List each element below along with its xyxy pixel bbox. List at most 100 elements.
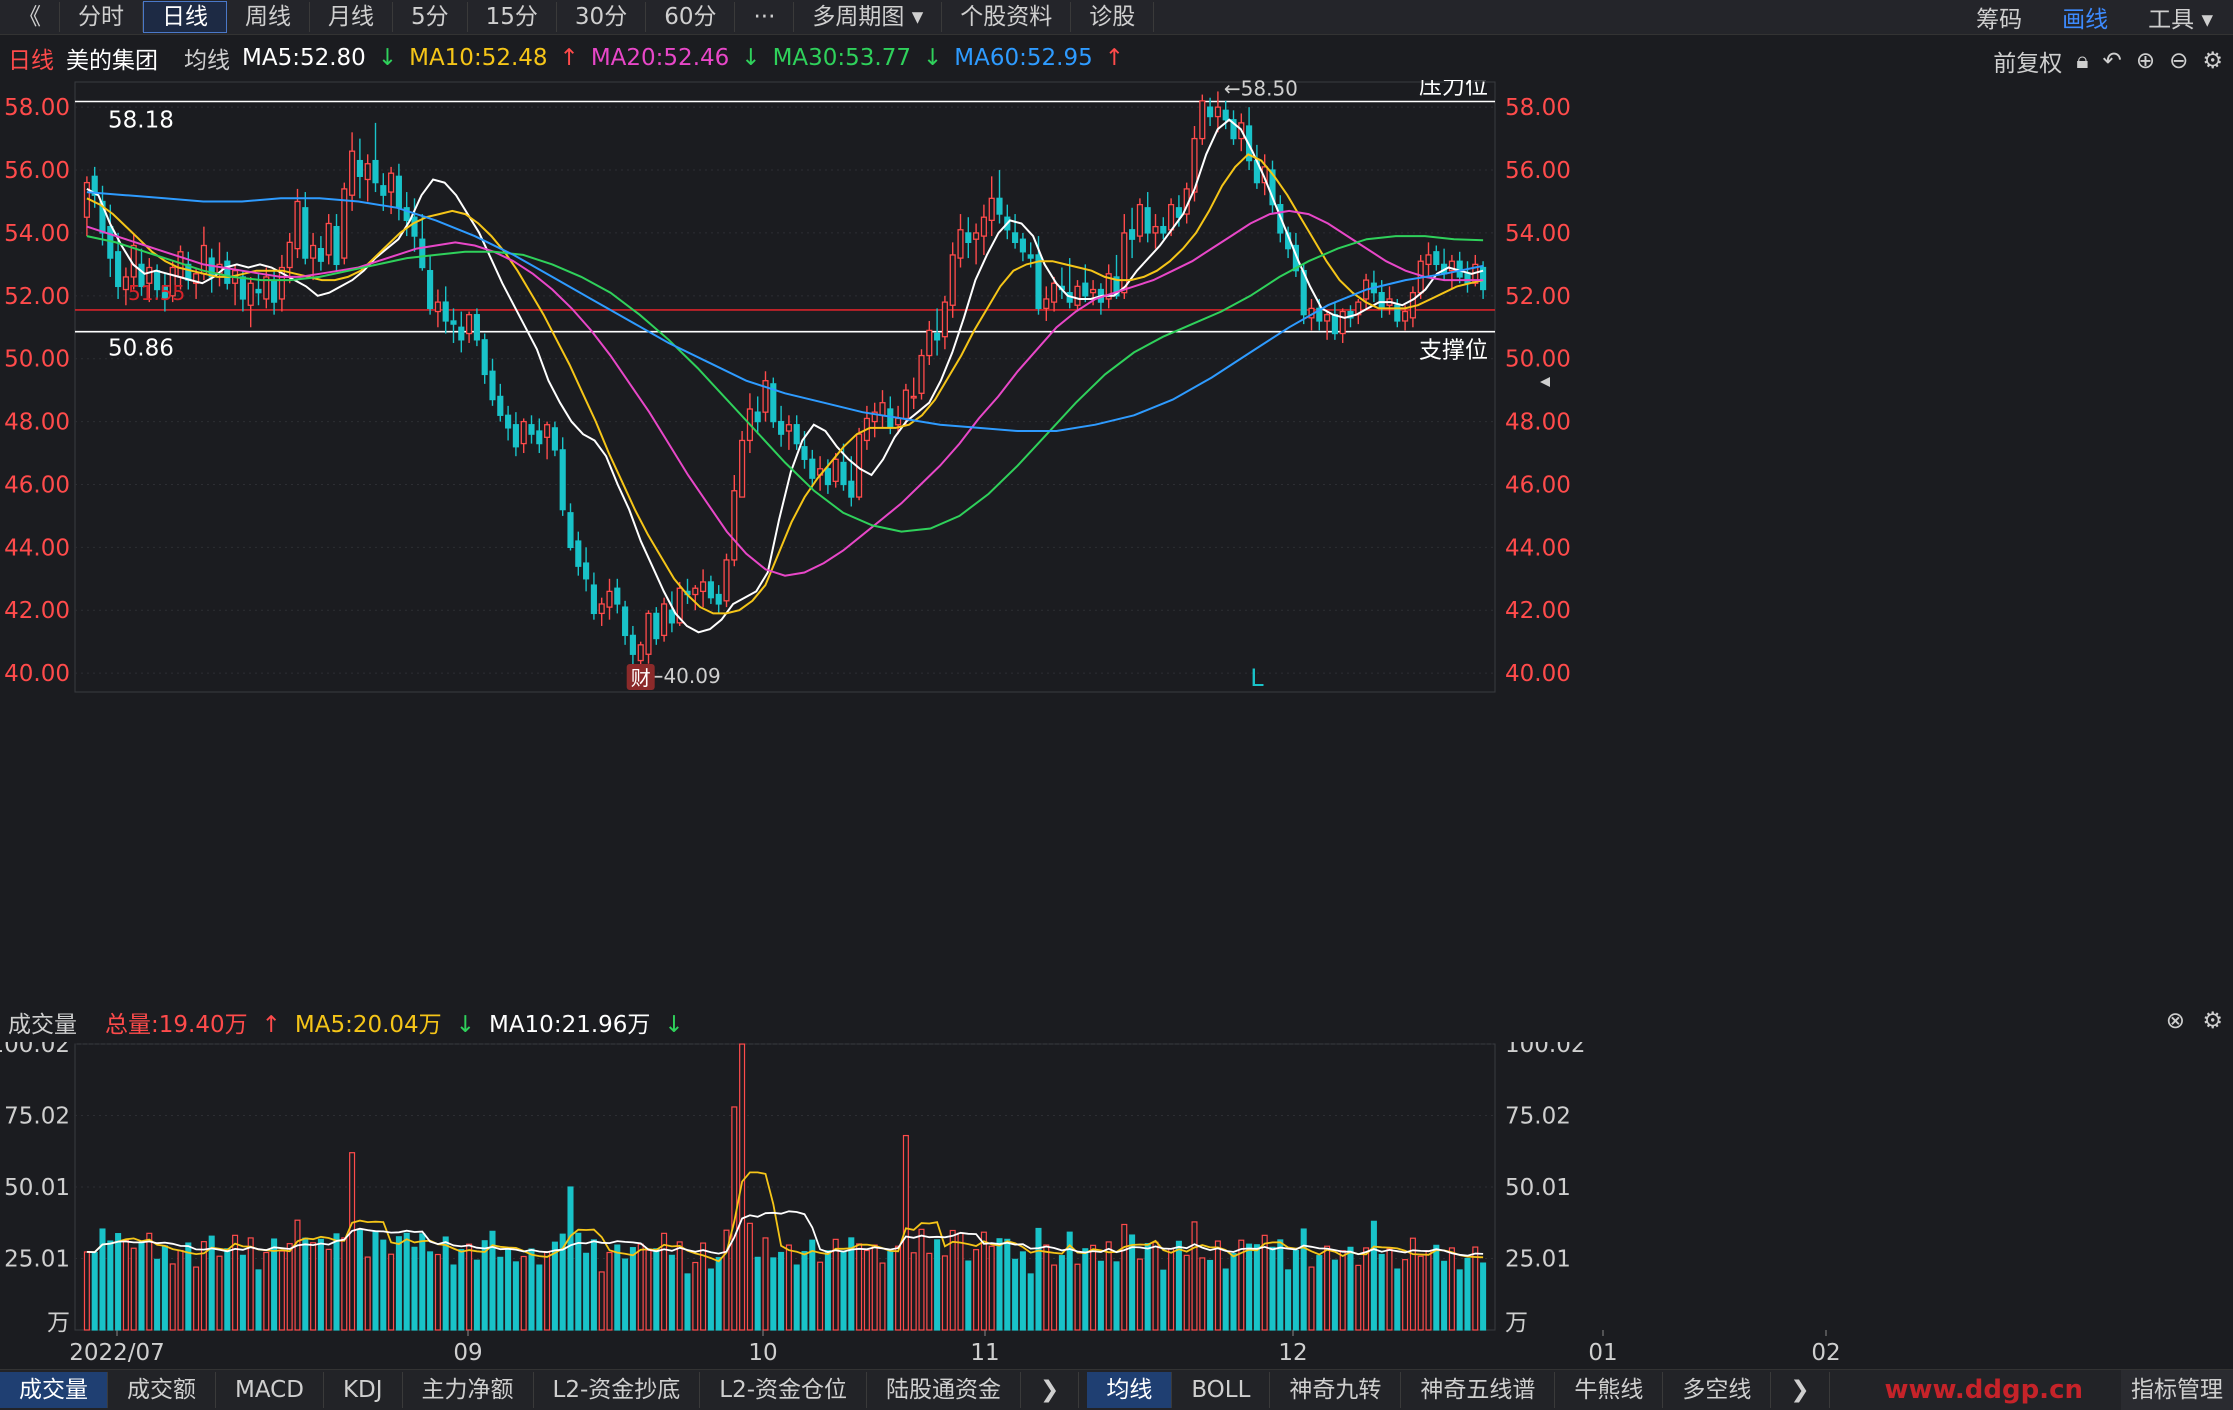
volume-y-tick-left: 25.01 — [4, 1246, 70, 1272]
candle-body — [1316, 307, 1323, 322]
adjust-label[interactable]: 前复权 — [1993, 51, 2063, 77]
tab-8[interactable]: ··· — [735, 2, 795, 32]
candle-body — [996, 197, 1003, 215]
undo-icon[interactable]: ↶ — [2102, 48, 2122, 74]
tab-4[interactable]: 5分 — [393, 2, 468, 32]
ma-line-ma20 — [86, 209, 1484, 577]
volume-bar — [614, 1244, 621, 1331]
volume-chart[interactable]: 100.02 100.02 75.02 75.02 50.01 50.01 25.01 25.… — [0, 1042, 2233, 1367]
volume-bar — [200, 1241, 207, 1331]
overlay-tab-5[interactable]: 多空线 — [1663, 1372, 1772, 1408]
gear-icon[interactable]: ⚙ — [2202, 48, 2223, 74]
zoom-out-icon[interactable]: ⊖ — [2169, 48, 2189, 74]
volume-bar — [1074, 1263, 1081, 1331]
volume-bar — [450, 1264, 457, 1331]
volume-bar — [395, 1236, 402, 1331]
volume-ma10-line — [86, 1210, 1484, 1257]
volume-bar — [1347, 1246, 1354, 1331]
ma-label[interactable]: 均线 — [184, 48, 230, 74]
ma5-value: MA5:52.80 ↓ — [242, 45, 398, 71]
candle-body — [1121, 232, 1128, 294]
x-tick-label: 01 — [1588, 1340, 1617, 1366]
candle-body — [544, 424, 551, 438]
volume-controls: ⊗ ⚙ — [2166, 1008, 2223, 1034]
candle-body — [832, 458, 839, 482]
volume-ma10: MA10:21.96万 ↓ — [488, 1012, 684, 1038]
candle-body — [1019, 238, 1026, 253]
y-tick-right: 48.00 — [1505, 410, 1571, 436]
candle-body — [1113, 276, 1120, 297]
lock-icon[interactable]: 🔒︎ — [2076, 48, 2089, 74]
chevron-right-icon[interactable]: ❯ — [1771, 1372, 1830, 1408]
volume-bar — [1456, 1269, 1463, 1331]
indicator-tab-4[interactable]: 主力净额 — [403, 1372, 534, 1408]
volume-bar — [739, 1043, 746, 1331]
candle-body — [707, 581, 714, 599]
indicator-tab-0[interactable]: 成交量 — [0, 1372, 108, 1408]
candle-body — [583, 562, 590, 580]
candle-body — [1043, 298, 1050, 310]
candle-body — [419, 238, 426, 269]
gear-icon[interactable]: ⚙ — [2202, 1008, 2223, 1034]
candle-body — [1160, 225, 1167, 234]
tab-1[interactable]: 日线 — [143, 1, 227, 33]
ma-line-ma60 — [86, 191, 1484, 432]
volume-bar — [520, 1255, 527, 1331]
back-button[interactable]: 《 — [0, 2, 60, 32]
volume-bar — [1144, 1243, 1151, 1331]
tab-11[interactable]: 诊股 — [1071, 2, 1155, 32]
tab-3[interactable]: 月线 — [310, 2, 393, 32]
tools-button[interactable]: 工具 ▾ — [2148, 7, 2213, 33]
indicator-tab-1[interactable]: 成交额 — [108, 1372, 216, 1408]
y-tick-right: 42.00 — [1505, 598, 1571, 624]
volume-bar — [536, 1264, 543, 1331]
overlay-tab-0[interactable]: 均线 — [1087, 1372, 1173, 1408]
candle-body — [481, 339, 488, 376]
top-toolbar: 《 分时 日线 周线 月线 5分 15分 30分 60分 ··· 多周期图 ▾ 个股资料 诊股 筹码 … — [0, 0, 2233, 35]
price-chart[interactable]: 58.00 58.00 56.00 56.00 54.00 54.00 52.00 52.00… — [0, 80, 2233, 1000]
volume-bar — [723, 1229, 730, 1331]
indicator-tab-2[interactable]: MACD — [216, 1372, 324, 1408]
volume-bar — [559, 1233, 566, 1331]
tab-7[interactable]: 60分 — [646, 2, 736, 32]
tab-2[interactable]: 周线 — [227, 2, 310, 32]
volume-bar — [575, 1232, 582, 1331]
indicator-manage-button[interactable]: 指标管理 — [2121, 1370, 2233, 1410]
overlay-tab-4[interactable]: 牛熊线 — [1555, 1372, 1664, 1408]
tab-6[interactable]: 30分 — [557, 2, 647, 32]
draw-line-button[interactable]: 画线 — [2062, 7, 2109, 33]
indicator-tab-6[interactable]: L2-资金仓位 — [700, 1372, 868, 1408]
close-icon[interactable]: ⊗ — [2165, 1008, 2186, 1034]
candle-body — [349, 150, 356, 196]
volume-bar — [302, 1237, 309, 1331]
volume-bar — [1152, 1241, 1159, 1331]
y-tick-right: 52.00 — [1505, 284, 1571, 310]
indicator-tab-3[interactable]: KDJ — [324, 1372, 403, 1408]
chevron-right-icon[interactable]: ❯ — [1021, 1372, 1080, 1408]
candle-body — [692, 587, 699, 596]
indicator-tab-5[interactable]: L2-资金抄底 — [534, 1372, 701, 1408]
candle-body — [676, 587, 683, 624]
stock-name: 美的集团 — [66, 48, 158, 74]
overlay-tab-2[interactable]: 神奇九转 — [1270, 1372, 1402, 1408]
overlay-tab-3[interactable]: 神奇五线谱 — [1401, 1372, 1556, 1408]
plot-frame — [74, 81, 1496, 693]
y-tick-right: 50.00 — [1505, 347, 1571, 373]
zoom-in-icon[interactable]: ⊕ — [2135, 48, 2156, 74]
chip-button[interactable]: 筹码 — [1976, 7, 2023, 33]
overlay-tab-1[interactable]: BOLL — [1172, 1372, 1271, 1408]
candle-body — [255, 288, 262, 294]
y-tick-left: 40.00 — [4, 661, 70, 687]
tab-0[interactable]: 分时 — [60, 2, 143, 32]
candle-body — [310, 244, 317, 259]
indicator-tab-7[interactable]: 陆股通资金 — [867, 1372, 1022, 1408]
volume-bar — [590, 1239, 597, 1331]
tab-10[interactable]: 个股资料 — [942, 2, 1072, 32]
candle-body — [715, 593, 722, 605]
volume-ma5-line — [86, 1171, 1484, 1263]
volume-ma5: MA5:20.04万 ↓ — [294, 1012, 475, 1038]
volume-bar — [1331, 1259, 1338, 1331]
volume-bar — [434, 1253, 441, 1331]
tab-5[interactable]: 15分 — [468, 2, 557, 32]
tab-9[interactable]: 多周期图 ▾ — [794, 2, 943, 32]
